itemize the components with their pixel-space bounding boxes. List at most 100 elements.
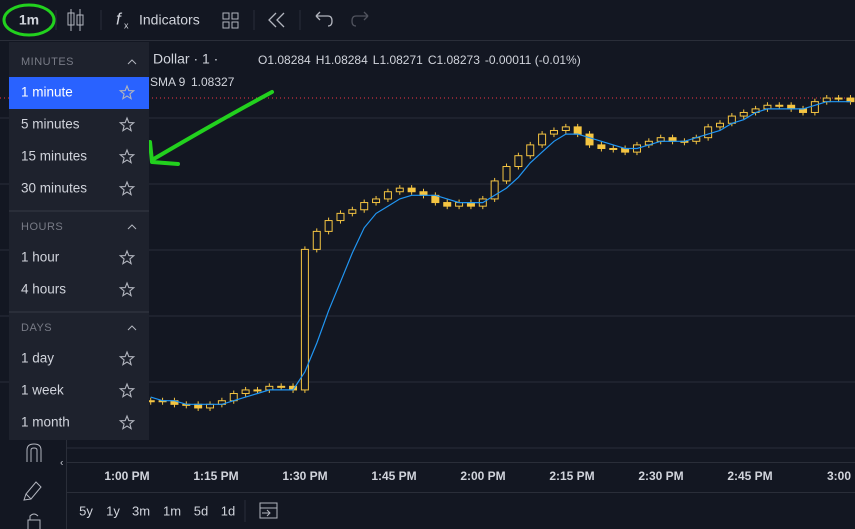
candle <box>490 180 499 200</box>
redo-button[interactable] <box>351 11 369 27</box>
sidebar <box>0 440 66 529</box>
menu-section-title[interactable]: DAYS <box>21 322 52 334</box>
time-label: 1:30 PM <box>282 469 327 483</box>
range-button[interactable]: 1m <box>163 503 181 518</box>
candle <box>716 122 724 128</box>
annotation-circle <box>2 3 56 37</box>
time-label: 2:30 PM <box>638 469 683 483</box>
menu-item[interactable]: 1 hour <box>21 250 60 265</box>
selected-item-bg <box>9 77 149 109</box>
lock-button[interactable] <box>27 513 41 529</box>
ohlc-value: -0.00011 (-0.01%) <box>485 53 581 67</box>
section-chevron[interactable] <box>127 224 137 230</box>
candle <box>241 389 250 395</box>
menu-item[interactable]: 15 minutes <box>21 149 87 164</box>
sma-label: SMA 9 <box>150 75 186 89</box>
plot <box>0 95 855 411</box>
ohlc-value: L1.08271 <box>373 53 423 67</box>
templates-button[interactable] <box>222 12 239 29</box>
time-label: 2:15 PM <box>549 469 594 483</box>
candle <box>348 209 357 214</box>
sma-line <box>150 101 851 405</box>
ohlc-value: O1.08284 <box>258 53 311 67</box>
magnet-button[interactable] <box>26 443 42 462</box>
menu-section-title[interactable]: HOURS <box>21 221 63 233</box>
ohlc-value: C1.08273 <box>428 53 480 67</box>
favorite-star[interactable] <box>118 249 136 265</box>
candle <box>407 187 416 193</box>
favorite-star[interactable] <box>118 350 136 366</box>
candle <box>383 191 392 200</box>
toolbar <box>0 0 855 40</box>
favorite-star[interactable] <box>118 281 136 297</box>
favorite-star[interactable] <box>118 180 136 196</box>
lock-drawings-button[interactable] <box>23 481 42 501</box>
favorite-star[interactable] <box>118 414 136 430</box>
candle <box>395 187 404 193</box>
candle <box>312 230 321 250</box>
favorite-star[interactable] <box>118 116 136 132</box>
chart-type-button[interactable] <box>67 9 84 31</box>
menu-item[interactable]: 1 minute <box>21 85 73 100</box>
candle <box>775 104 784 107</box>
fx-icon: x <box>124 20 129 30</box>
collapse-button[interactable]: ‹ <box>60 458 63 469</box>
candle <box>324 220 333 232</box>
undo-button[interactable] <box>315 11 333 27</box>
section-chevron[interactable] <box>127 59 137 65</box>
ohlc-value: H1.08284 <box>316 53 368 67</box>
menu-item[interactable]: 30 minutes <box>21 181 87 196</box>
candle <box>372 198 381 204</box>
candle <box>573 126 582 135</box>
candle <box>597 144 606 149</box>
range-button[interactable]: 5y <box>79 503 93 518</box>
time-axis: 1:00 PM 1:15 PM 1:30 PM 1:45 PM 2:00 PM 2:15 … <box>104 469 851 483</box>
candle <box>300 248 309 391</box>
goto-date-button[interactable] <box>259 502 278 519</box>
candle <box>514 155 523 168</box>
range-button[interactable]: 1d <box>221 503 235 518</box>
candle <box>810 101 819 113</box>
sma-value: 1.08327 <box>191 75 235 89</box>
menu-item[interactable]: 1 week <box>21 383 64 398</box>
ohlc-legend: O1.08284 H1.08284 L1.08271 C1.08273 -0.00011… <box>258 53 581 67</box>
candle <box>739 111 748 117</box>
interval-button[interactable]: 1m <box>19 12 39 28</box>
candle <box>704 126 713 139</box>
candle <box>526 144 535 157</box>
range-button[interactable]: 3m <box>132 503 150 518</box>
replay-button[interactable] <box>268 12 285 28</box>
candle <box>443 202 452 207</box>
time-label: 1:15 PM <box>193 469 238 483</box>
candle <box>561 126 570 131</box>
candle <box>360 202 369 211</box>
favorite-star[interactable] <box>118 382 136 398</box>
fx-icon: f <box>116 9 123 28</box>
candle <box>834 97 843 100</box>
time-label: 1:45 PM <box>371 469 416 483</box>
indicators-button[interactable]: Indicators <box>139 12 200 28</box>
candle <box>336 212 345 222</box>
time-label: 2:45 PM <box>727 469 772 483</box>
candle <box>277 385 286 388</box>
menu-section-title[interactable]: MINUTES <box>21 56 74 68</box>
range-bar: 5y 1y 3m 1m 5d 1d <box>79 503 235 518</box>
candle <box>585 133 594 146</box>
symbol-title: Dollar · 1 · <box>153 51 218 67</box>
menu-item[interactable]: 4 hours <box>21 282 66 297</box>
range-button[interactable]: 1y <box>106 503 120 518</box>
candle <box>538 133 547 146</box>
menu-item[interactable]: 1 month <box>21 415 70 430</box>
menu-item[interactable]: 5 minutes <box>21 117 80 132</box>
candle <box>549 129 558 135</box>
candle <box>609 148 618 150</box>
interval-menu: MINUTES 1 minute 5 minutes 15 minutes 30 min… <box>9 42 149 440</box>
annotation-arrow <box>148 90 274 166</box>
section-chevron[interactable] <box>127 325 137 331</box>
range-button[interactable]: 5d <box>194 503 208 518</box>
favorite-star[interactable] <box>118 84 136 100</box>
favorite-star[interactable] <box>118 148 136 164</box>
menu-item[interactable]: 1 day <box>21 351 54 366</box>
